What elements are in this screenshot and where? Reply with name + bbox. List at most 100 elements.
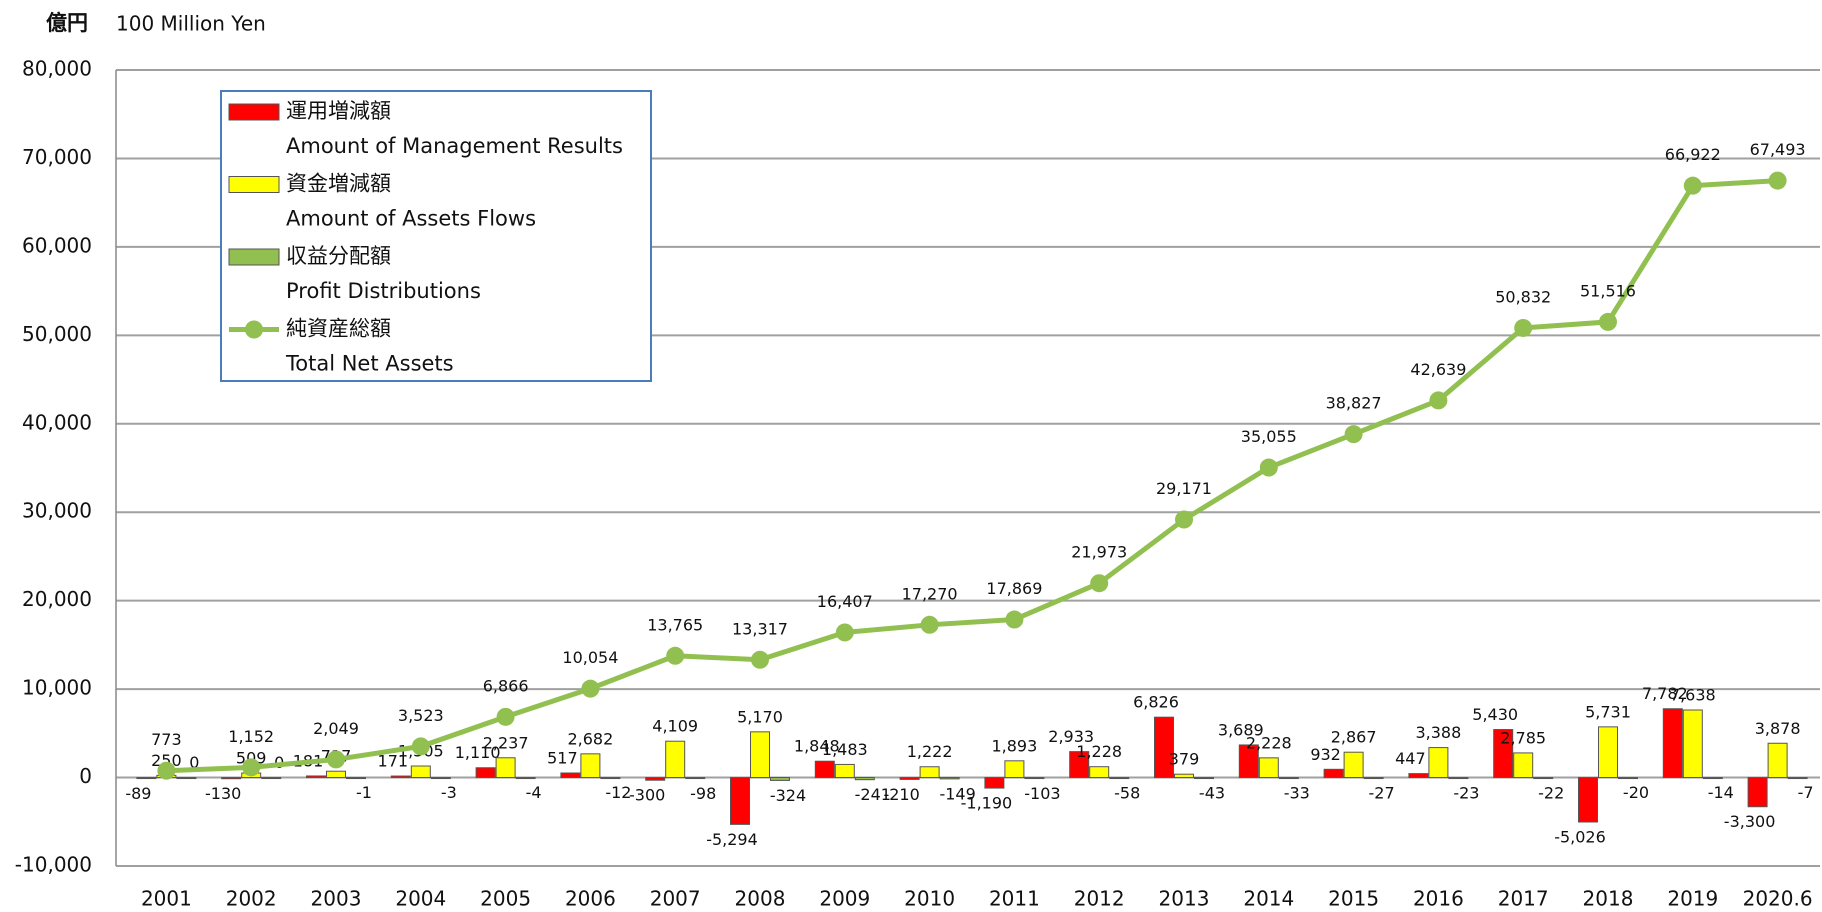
- data-label: -43: [1199, 783, 1225, 802]
- x-tick-label: 2018: [1583, 887, 1634, 911]
- data-label: 1,893: [991, 736, 1037, 755]
- data-label: 35,055: [1241, 427, 1297, 446]
- data-label: 6,866: [483, 676, 529, 695]
- bar: [1154, 716, 1174, 779]
- data-label: 5,430: [1472, 705, 1518, 724]
- data-label: -149: [939, 784, 975, 803]
- bar: [1278, 777, 1299, 780]
- bar: [1089, 766, 1110, 779]
- bar: [326, 770, 346, 779]
- data-label: 1,152: [228, 727, 274, 746]
- data-label: 66,922: [1665, 145, 1721, 164]
- bar: [1343, 751, 1364, 779]
- data-label: -23: [1453, 783, 1479, 802]
- bar: [1428, 747, 1449, 779]
- bar: [1024, 777, 1045, 780]
- data-label: -58: [1114, 784, 1140, 803]
- data-label: 1,483: [822, 740, 868, 759]
- line-point: [1683, 176, 1702, 195]
- data-label: 250: [151, 751, 182, 770]
- data-label: 3,689: [1218, 720, 1264, 739]
- x-tick-label: 2020.6: [1743, 887, 1813, 911]
- data-label: -89: [125, 784, 151, 803]
- bar: [1069, 751, 1090, 779]
- data-label: 2,785: [1500, 728, 1546, 747]
- line-point: [581, 679, 600, 698]
- line-point: [242, 758, 261, 777]
- y-tick-label: 80,000: [22, 57, 92, 81]
- data-label: 0: [189, 753, 199, 772]
- bar: [1533, 777, 1554, 780]
- bar: [1194, 777, 1214, 780]
- line-point: [1344, 425, 1363, 444]
- x-tick-label: 2005: [480, 887, 531, 911]
- data-label: 517: [547, 748, 578, 767]
- bar: [939, 777, 960, 780]
- x-tick-label: 2013: [1159, 887, 1210, 911]
- x-tick-label: 2008: [735, 887, 786, 911]
- bar: [1618, 777, 1638, 780]
- data-label: 17,270: [902, 584, 958, 603]
- x-tick-label: 2001: [141, 887, 192, 911]
- line-point: [1090, 574, 1109, 593]
- line-point: [920, 615, 939, 634]
- data-label: 379: [1169, 750, 1200, 769]
- bar: [221, 777, 242, 780]
- data-label: -20: [1623, 783, 1649, 802]
- bar: [1408, 773, 1429, 779]
- x-tick-label: 2012: [1074, 887, 1125, 911]
- x-tick-label: 2004: [395, 887, 446, 911]
- data-label: -3,300: [1724, 812, 1776, 831]
- legend-label: 純資産総額: [286, 317, 391, 341]
- bar: [306, 775, 326, 779]
- bar: [1662, 708, 1683, 779]
- bar: [1448, 777, 1469, 780]
- data-label: -4: [526, 783, 542, 802]
- bar: [495, 757, 516, 779]
- line-point: [1768, 171, 1787, 190]
- data-label: 1,222: [907, 742, 953, 761]
- data-label: -241: [855, 785, 891, 804]
- bar: [600, 777, 621, 780]
- data-label: -14: [1708, 783, 1734, 802]
- data-label: 1,848: [794, 737, 840, 756]
- line-point: [1514, 318, 1533, 337]
- line-point: [411, 737, 430, 756]
- bar: [580, 753, 601, 779]
- data-label: 3,523: [398, 706, 444, 725]
- bar: [136, 777, 157, 780]
- data-label: 2,867: [1331, 728, 1377, 747]
- data-label: -300: [629, 786, 665, 805]
- x-tick-label: 2009: [819, 887, 870, 911]
- data-label: -7: [1798, 783, 1814, 802]
- y-tick-label: 40,000: [22, 410, 92, 434]
- bar: [1578, 777, 1598, 823]
- line-point: [1175, 510, 1193, 529]
- x-tick-label: 2006: [565, 887, 616, 911]
- bar: [261, 777, 282, 780]
- bar: [1787, 777, 1808, 780]
- bar: [346, 777, 366, 780]
- bar: [645, 777, 666, 781]
- legend-swatch: [228, 248, 280, 266]
- data-label: 1,110: [455, 743, 501, 762]
- bar: [475, 767, 496, 779]
- line-point: [157, 761, 176, 780]
- bar: [1323, 768, 1344, 779]
- data-label: 2,228: [1246, 733, 1292, 752]
- data-label: -98: [690, 784, 716, 803]
- bar: [665, 740, 686, 779]
- data-label: 7,638: [1670, 686, 1716, 705]
- y-tick-label: 60,000: [22, 233, 92, 257]
- bar: [984, 777, 1005, 789]
- data-label: 932: [1310, 745, 1341, 764]
- x-tick-label: 2019: [1667, 887, 1718, 911]
- data-label: 2,933: [1048, 727, 1094, 746]
- x-tick-label: 2011: [989, 887, 1040, 911]
- bar: [1493, 729, 1514, 779]
- bar: [430, 777, 451, 780]
- legend-label: Amount of Management Results: [286, 134, 623, 158]
- data-label: 773: [151, 730, 182, 749]
- data-label: 51,516: [1580, 281, 1636, 300]
